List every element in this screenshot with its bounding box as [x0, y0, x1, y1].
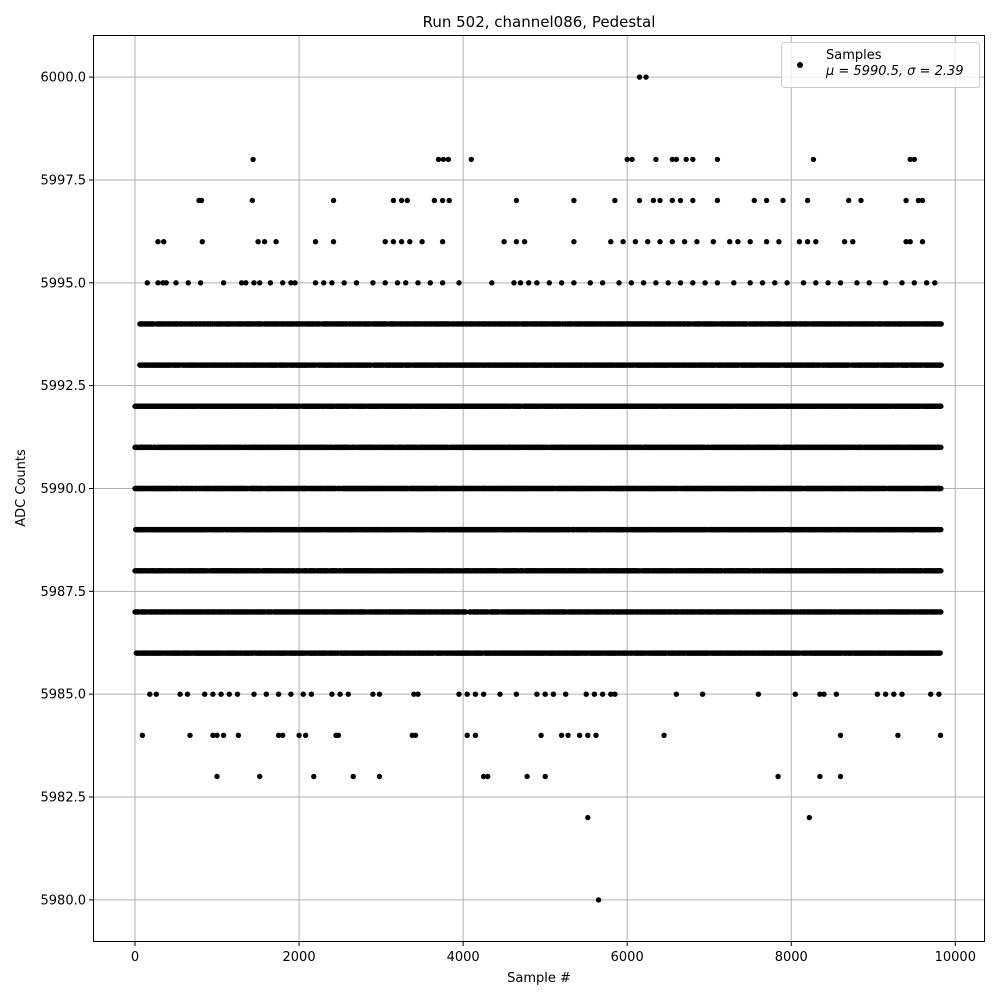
chart-title: Run 502, channel086, Pedestal — [423, 13, 656, 31]
data-points — [132, 74, 944, 903]
data-point — [938, 568, 944, 574]
data-point — [938, 526, 944, 533]
data-point — [937, 650, 943, 656]
data-point — [938, 609, 944, 615]
